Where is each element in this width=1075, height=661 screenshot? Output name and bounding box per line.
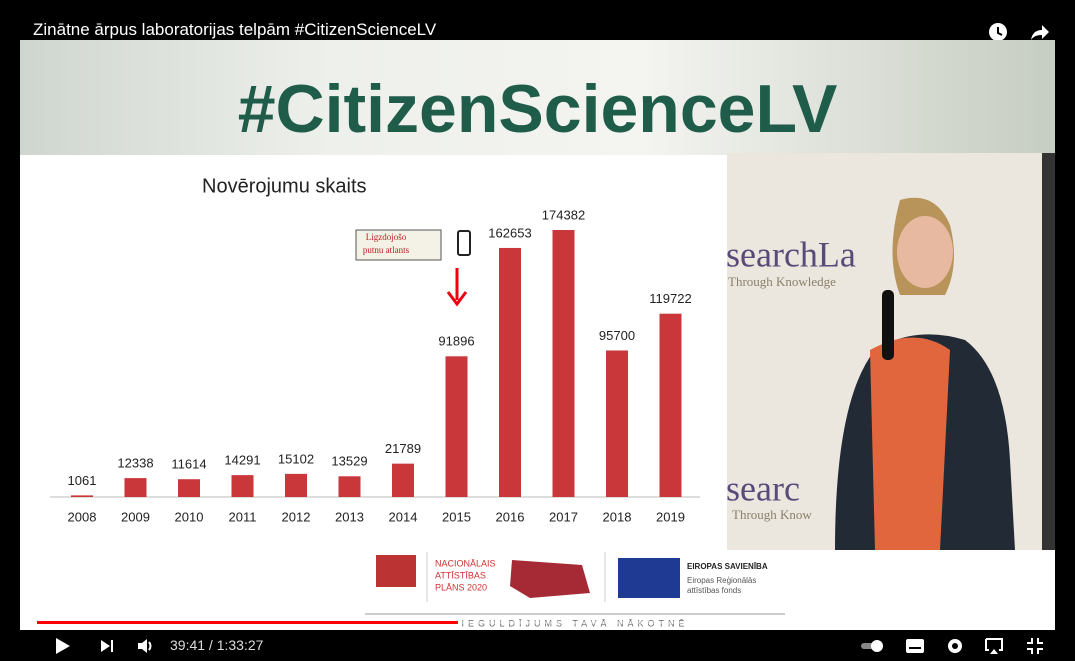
x-tick-label: 2010 bbox=[175, 509, 204, 524]
logo-text: attīstības fonds bbox=[687, 586, 741, 595]
logo-text: PLĀNS 2020 bbox=[435, 582, 487, 592]
bar bbox=[178, 479, 200, 497]
x-tick-label: 2014 bbox=[389, 509, 418, 524]
airplay-button[interactable] bbox=[984, 636, 1004, 656]
play-button[interactable] bbox=[52, 636, 72, 656]
share-button[interactable] bbox=[1030, 22, 1050, 42]
phone-icon bbox=[458, 231, 470, 255]
x-tick-label: 2019 bbox=[656, 509, 685, 524]
annotation-arrow bbox=[448, 268, 466, 304]
value-label: 11614 bbox=[171, 457, 206, 472]
x-tick-label: 2009 bbox=[121, 509, 150, 524]
chart-title: Novērojumu skaits bbox=[202, 175, 367, 197]
value-label: 174382 bbox=[542, 207, 585, 222]
coat-of-arms bbox=[376, 555, 416, 587]
backdrop-text: searc bbox=[726, 468, 800, 508]
x-tick-label: 2017 bbox=[549, 509, 578, 524]
bar bbox=[392, 464, 414, 497]
control-bar: 39:41 / 1:33:27 bbox=[0, 630, 1075, 661]
bar bbox=[285, 474, 307, 497]
x-tick-label: 2013 bbox=[335, 509, 364, 524]
annotation: Ligzdojošo bbox=[366, 232, 407, 242]
value-label: 162653 bbox=[488, 225, 531, 240]
logo-text: EIROPAS SAVIENĪBA bbox=[687, 562, 768, 571]
x-tick-label: 2018 bbox=[603, 509, 632, 524]
bar bbox=[339, 476, 361, 497]
logo-text: NACIONĀLAIS bbox=[435, 558, 496, 568]
volume-button[interactable] bbox=[135, 636, 155, 656]
value-label: 1061 bbox=[68, 473, 97, 488]
backdrop-text: Through Knowledge bbox=[728, 274, 836, 289]
video-frame: #CitizenScienceLV searchLa Through Knowl… bbox=[20, 40, 1055, 630]
video-title[interactable]: Zinātne ārpus laboratorijas telpām #Citi… bbox=[33, 20, 436, 40]
video-player: Zinātne ārpus laboratorijas telpām #Citi… bbox=[0, 0, 1075, 661]
value-label: 91896 bbox=[438, 334, 474, 349]
photo-edge bbox=[1042, 153, 1055, 550]
bar bbox=[71, 495, 93, 497]
bar bbox=[499, 248, 521, 497]
subtitles-button[interactable] bbox=[905, 636, 925, 656]
logo-strip: NACIONĀLAIS ATTĪSTĪBAS PLĀNS 2020 EIROPA… bbox=[365, 552, 785, 628]
value-label: 15102 bbox=[278, 451, 314, 466]
settings-button[interactable] bbox=[945, 636, 965, 656]
logo-text: Eiropas Reģionālās bbox=[687, 576, 756, 585]
value-label: 12338 bbox=[117, 456, 153, 471]
backdrop-text: Through Know bbox=[732, 507, 812, 522]
watch-later-button[interactable] bbox=[988, 22, 1008, 42]
value-label: 14291 bbox=[224, 453, 260, 468]
top-bar: Zinātne ārpus laboratorijas telpām #Citi… bbox=[0, 0, 1075, 40]
bar bbox=[232, 475, 254, 497]
value-label: 13529 bbox=[331, 454, 367, 469]
slide: searchLa Through Knowledge searc Through… bbox=[20, 40, 1055, 630]
x-tick-label: 2011 bbox=[229, 509, 257, 524]
eu-flag bbox=[618, 558, 680, 598]
bar bbox=[606, 350, 628, 497]
backdrop-text: searchLa bbox=[726, 234, 856, 274]
time-display: 39:41 / 1:33:27 bbox=[170, 637, 263, 653]
progress-bar[interactable] bbox=[37, 621, 1040, 624]
x-tick-label: 2012 bbox=[282, 509, 311, 524]
bar bbox=[660, 314, 682, 497]
annotation: putnu atlants bbox=[363, 245, 410, 255]
bar bbox=[446, 356, 468, 497]
value-label: 95700 bbox=[599, 328, 635, 343]
bar bbox=[553, 230, 575, 497]
autoplay-toggle[interactable] bbox=[860, 636, 886, 656]
value-label: 21789 bbox=[385, 441, 421, 456]
x-tick-label: 2015 bbox=[442, 509, 471, 524]
value-label: 119722 bbox=[649, 291, 691, 306]
x-tick-label: 2008 bbox=[68, 509, 97, 524]
fullscreen-button[interactable] bbox=[1025, 636, 1045, 656]
bar bbox=[125, 478, 147, 497]
next-button[interactable] bbox=[97, 636, 117, 656]
logo-text: ATTĪSTĪBAS bbox=[435, 570, 486, 580]
progress-played bbox=[37, 621, 458, 624]
latvia-map bbox=[510, 560, 590, 598]
x-tick-label: 2016 bbox=[496, 509, 525, 524]
